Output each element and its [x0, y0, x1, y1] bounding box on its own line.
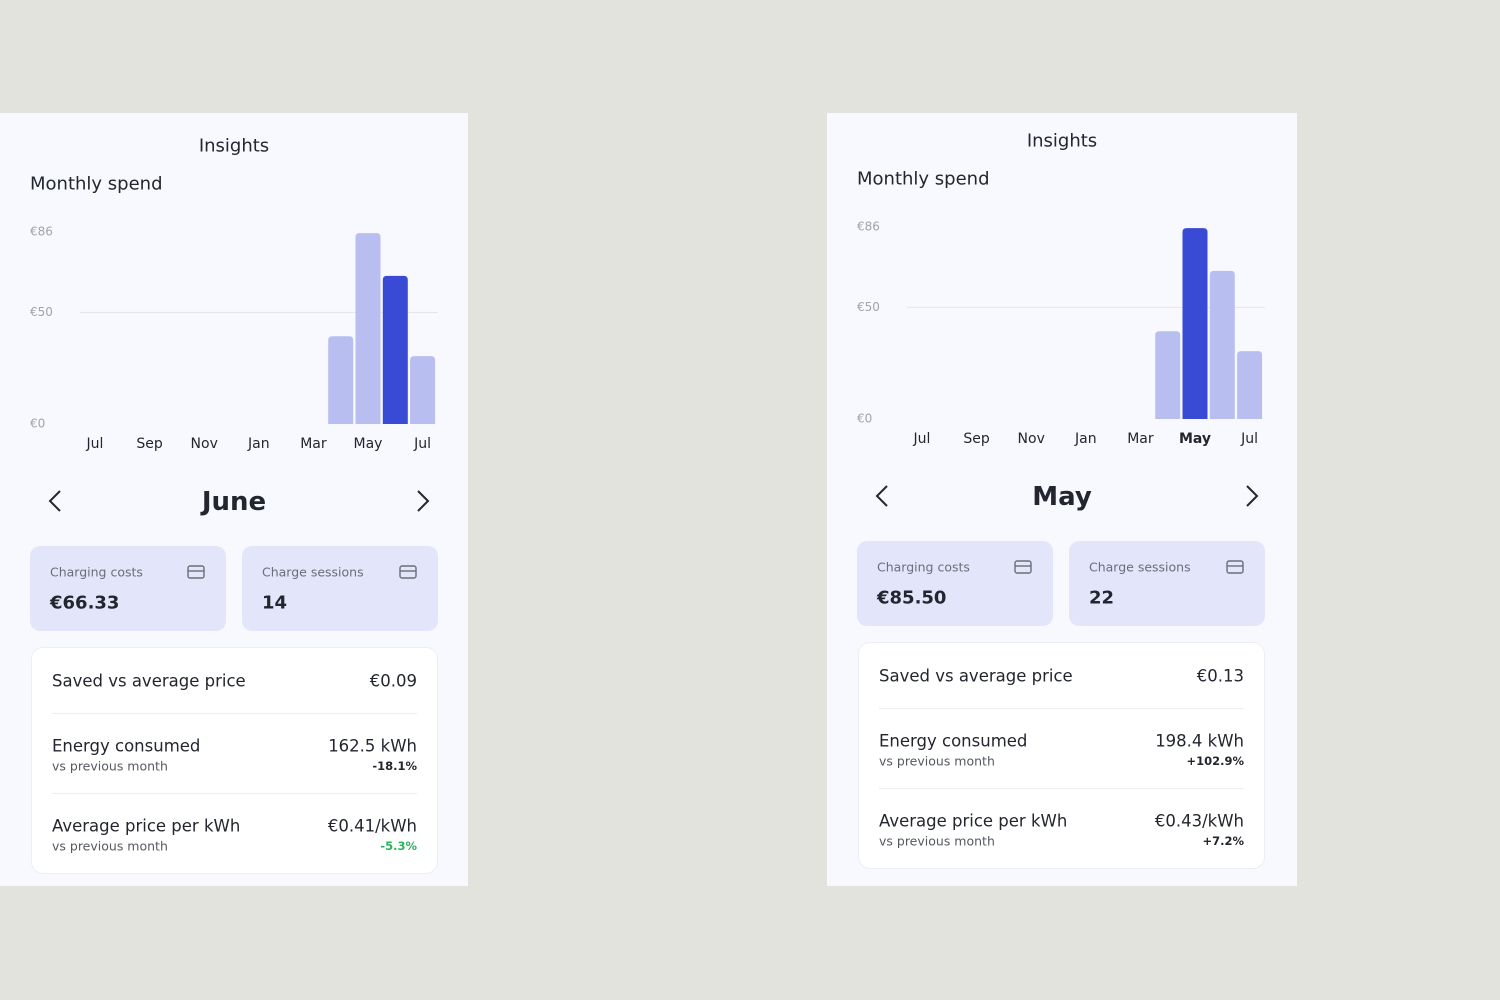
month-name: June: [201, 487, 267, 517]
row-value: €0.41/kWh: [327, 816, 417, 836]
x-tick-label: Mar: [300, 436, 327, 452]
prev-month-button[interactable]: [875, 485, 888, 507]
screen-title: Insights: [1026, 130, 1098, 152]
row-change: -5.3%: [380, 839, 417, 853]
x-tick-label: Sep: [136, 436, 163, 452]
bar-chart: €0 €50 €86 Jul Sep Nov Jan Mar May Jul: [30, 225, 438, 452]
prev-month-button[interactable]: [48, 490, 61, 512]
x-tick-label: Jan: [247, 436, 270, 452]
row-value: €0.43/kWh: [1154, 811, 1244, 831]
card-icon: [399, 565, 417, 579]
bar-chart: €0 €50 €86 Jul Sep Nov Jan Mar May Jul: [857, 220, 1265, 447]
stat-card: Charging costs €85.50: [857, 541, 1053, 626]
row-change: +102.9%: [1186, 754, 1244, 768]
x-tick-label: May: [354, 436, 383, 452]
y-tick-label: €86: [30, 225, 53, 239]
card-value: €85.50: [877, 587, 947, 609]
row-label: Saved vs average price: [52, 671, 246, 691]
x-tick-label: Nov: [191, 436, 218, 452]
x-tick-label: May: [1179, 431, 1211, 447]
bar: [1155, 331, 1181, 419]
month-nav: [875, 485, 1259, 507]
card-label: Charging costs: [877, 559, 970, 575]
bar: [382, 275, 408, 424]
month-nav: [48, 490, 430, 512]
month-name: May: [1032, 482, 1092, 512]
bar: [410, 356, 436, 424]
bar: [1182, 228, 1208, 419]
next-month-button[interactable]: [417, 490, 430, 512]
x-tick-label: Jul: [413, 436, 431, 452]
section-title: Monthly spend: [30, 173, 163, 195]
x-tick-label: Jul: [913, 431, 931, 447]
row-label: Average price per kWh: [879, 811, 1068, 831]
x-tick-label: Jul: [86, 436, 104, 452]
row-sublabel: vs previous month: [879, 833, 995, 849]
card-icon: [1014, 560, 1032, 574]
icon-shape: [1014, 560, 1032, 574]
x-tick-label: Sep: [963, 431, 990, 447]
screen-title: Insights: [198, 135, 270, 157]
y-tick-label: €50: [857, 300, 880, 314]
bar: [328, 336, 354, 424]
x-tick-label: Jan: [1074, 431, 1097, 447]
stat-card: Charging costs €66.33: [30, 546, 226, 631]
card-value: €66.33: [50, 592, 120, 614]
y-tick-label: €0: [857, 412, 872, 426]
row-value: 162.5 kWh: [328, 736, 417, 756]
card-label: Charge sessions: [262, 564, 364, 580]
row-label: Energy consumed: [52, 736, 201, 756]
stat-card: Charge sessions 14: [242, 546, 438, 631]
icon-shape: [1226, 560, 1244, 574]
y-tick-label: €0: [30, 417, 45, 431]
bar: [355, 233, 381, 424]
row-value: 198.4 kWh: [1155, 731, 1244, 751]
x-tick-label: Nov: [1018, 431, 1045, 447]
card-value: 22: [1089, 587, 1115, 609]
card-icon: [187, 565, 205, 579]
row-label: Saved vs average price: [879, 666, 1073, 686]
row-sublabel: vs previous month: [52, 758, 168, 774]
next-month-button[interactable]: [1246, 485, 1259, 507]
card-value: 14: [262, 592, 288, 614]
insights-screen: Insights Monthly spend €0 €50 €86 Jul Sep Nov Ja…: [827, 113, 1297, 886]
row-label: Energy consumed: [879, 731, 1028, 751]
details-list: Saved vs average price €0.13 Energy consum…: [858, 642, 1265, 869]
icon-shape: [187, 565, 205, 579]
divider: [52, 793, 417, 794]
details-list: Saved vs average price €0.09 Energy consum…: [31, 647, 438, 874]
row-change: +7.2%: [1202, 834, 1244, 848]
section-title: Monthly spend: [857, 168, 990, 190]
row-value: €0.09: [369, 671, 417, 691]
card-icon: [1226, 560, 1244, 574]
y-tick-label: €50: [30, 305, 53, 319]
row-sublabel: vs previous month: [879, 753, 995, 769]
bar: [1237, 351, 1263, 419]
card-label: Charge sessions: [1089, 559, 1191, 575]
stat-card: Charge sessions 22: [1069, 541, 1265, 626]
icon-shape: [399, 565, 417, 579]
row-value: €0.13: [1196, 666, 1244, 686]
divider: [879, 708, 1244, 709]
x-tick-label: Jul: [1240, 431, 1258, 447]
card-label: Charging costs: [50, 564, 143, 580]
divider: [52, 713, 417, 714]
row-label: Average price per kWh: [52, 816, 241, 836]
y-tick-label: €86: [857, 220, 880, 234]
x-tick-label: Mar: [1127, 431, 1154, 447]
bar: [1209, 270, 1235, 419]
insights-screen: Insights Monthly spend €0 €50 €86 Jul Sep Nov Ja…: [0, 113, 468, 886]
row-sublabel: vs previous month: [52, 838, 168, 854]
divider: [879, 788, 1244, 789]
row-change: -18.1%: [372, 759, 417, 773]
